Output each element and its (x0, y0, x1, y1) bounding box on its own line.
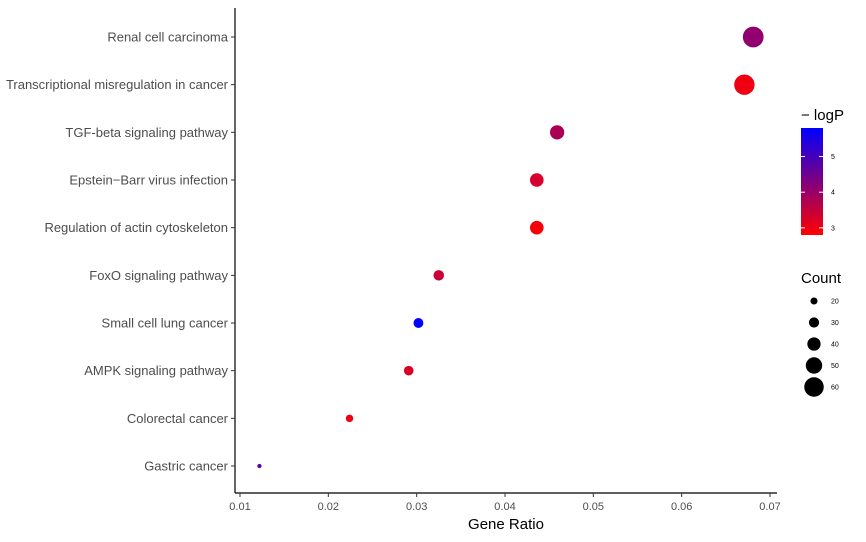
data-point (345, 414, 354, 423)
color-tick-label: 4 (831, 190, 835, 197)
size-legend-dot (805, 357, 823, 374)
data-point (529, 173, 544, 187)
y-tick-label: Transcriptional misregulation in cancer (6, 77, 229, 92)
y-tick-label: Colorectal cancer (127, 411, 229, 426)
size-legend-label: 60 (831, 385, 839, 392)
data-point (403, 365, 414, 376)
data-point (529, 220, 544, 235)
y-tick-label: FoxO signaling pathway (89, 268, 228, 283)
color-legend-bar (801, 128, 823, 235)
x-tick-label: 0.05 (583, 501, 604, 513)
size-legend-dot (804, 377, 824, 397)
x-axis-title: Gene Ratio (468, 516, 544, 533)
size-legend-title: Count (801, 270, 842, 287)
data-point (734, 74, 755, 95)
x-tick-label: 0.01 (229, 501, 250, 513)
data-point (550, 125, 565, 140)
x-tick-label: 0.06 (671, 501, 692, 513)
y-axis-ticks: Renal cell carcinoma Transcriptional misr… (6, 30, 235, 474)
y-tick-label: Gastric cancer (144, 459, 228, 474)
x-tick-label: 0.07 (759, 501, 780, 513)
size-legend-items: 20 30 40 50 60 (804, 297, 839, 397)
x-tick-label: 0.02 (318, 501, 339, 513)
size-legend-label: 40 (831, 342, 839, 349)
size-legend: Count 20 30 40 50 60 (801, 270, 842, 397)
data-point (433, 270, 445, 281)
y-tick-label: TGF-beta signaling pathway (65, 125, 228, 140)
size-legend-dot (810, 297, 818, 305)
color-tick-label: 5 (831, 154, 835, 161)
x-tick-label: 0.04 (494, 501, 515, 513)
color-tick-label: 3 (831, 225, 835, 232)
y-tick-label: Regulation of actin cytoskeleton (44, 220, 228, 235)
color-legend: − logP 3 4 5 (801, 107, 844, 235)
y-tick-label: Small cell lung cancer (102, 316, 229, 331)
data-point (257, 463, 262, 469)
color-legend-title: − logP (801, 107, 844, 124)
x-tick-label: 0.03 (406, 501, 427, 513)
y-tick-label: Renal cell carcinoma (107, 30, 228, 45)
y-tick-label: AMPK signaling pathway (84, 363, 228, 378)
size-legend-dot (808, 317, 820, 328)
color-legend-ticks: 3 4 5 (801, 154, 835, 232)
data-point (413, 318, 424, 328)
y-tick-label: Epstein−Barr virus infection (69, 173, 228, 188)
data-points (257, 26, 764, 469)
size-legend-label: 20 (831, 299, 839, 306)
size-legend-label: 30 (831, 320, 839, 327)
x-axis-ticks: 0.01 0.02 0.03 0.04 0.05 0.06 0.07 (229, 493, 781, 513)
size-legend-label: 50 (831, 363, 839, 370)
size-legend-dot (807, 337, 821, 351)
data-point (742, 26, 764, 48)
